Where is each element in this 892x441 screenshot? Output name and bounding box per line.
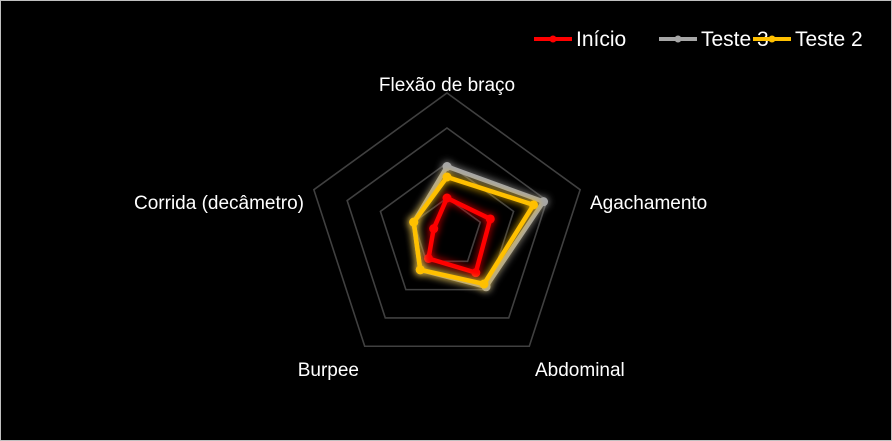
data-point	[423, 253, 433, 263]
data-point	[529, 200, 539, 210]
data-point	[429, 224, 439, 234]
series-Início	[423, 193, 495, 278]
series-Teste 2	[409, 172, 539, 289]
legend-marker	[674, 35, 682, 43]
series-line	[411, 174, 536, 287]
radar-grid	[312, 92, 582, 348]
data-point	[415, 265, 425, 275]
legend-marker	[768, 35, 776, 43]
series-line	[426, 195, 493, 275]
category-label: Burpee	[298, 360, 359, 381]
category-label: Agachamento	[590, 193, 707, 214]
legend-entry[interactable]: Teste 3	[659, 28, 769, 51]
series-layer	[409, 162, 549, 292]
legend-label: Teste 3	[701, 28, 769, 51]
data-point	[409, 217, 419, 227]
legend-entry[interactable]: Início	[534, 28, 626, 51]
category-label: Abdominal	[535, 360, 625, 381]
legend-label: Início	[576, 28, 626, 51]
category-label: Flexão de braço	[379, 75, 515, 96]
data-point	[471, 268, 481, 278]
legend-marker	[549, 35, 557, 43]
grid-ring	[346, 127, 548, 319]
data-point	[485, 214, 495, 224]
data-point	[539, 197, 549, 207]
category-label: Corrida (decâmetro)	[134, 193, 304, 214]
legend-label: Teste 2	[795, 28, 863, 51]
data-point	[442, 172, 452, 182]
data-point	[442, 162, 452, 171]
grid-ring	[379, 162, 515, 291]
data-point	[479, 279, 489, 289]
legend[interactable]: Início Teste 3 Teste 2	[534, 28, 863, 51]
grid-ring	[312, 92, 582, 348]
data-point	[442, 193, 452, 203]
category-labels: Flexão de braço Agachamento Abdominal Burpe…	[134, 75, 707, 381]
legend-entry[interactable]: Teste 2	[753, 28, 863, 51]
